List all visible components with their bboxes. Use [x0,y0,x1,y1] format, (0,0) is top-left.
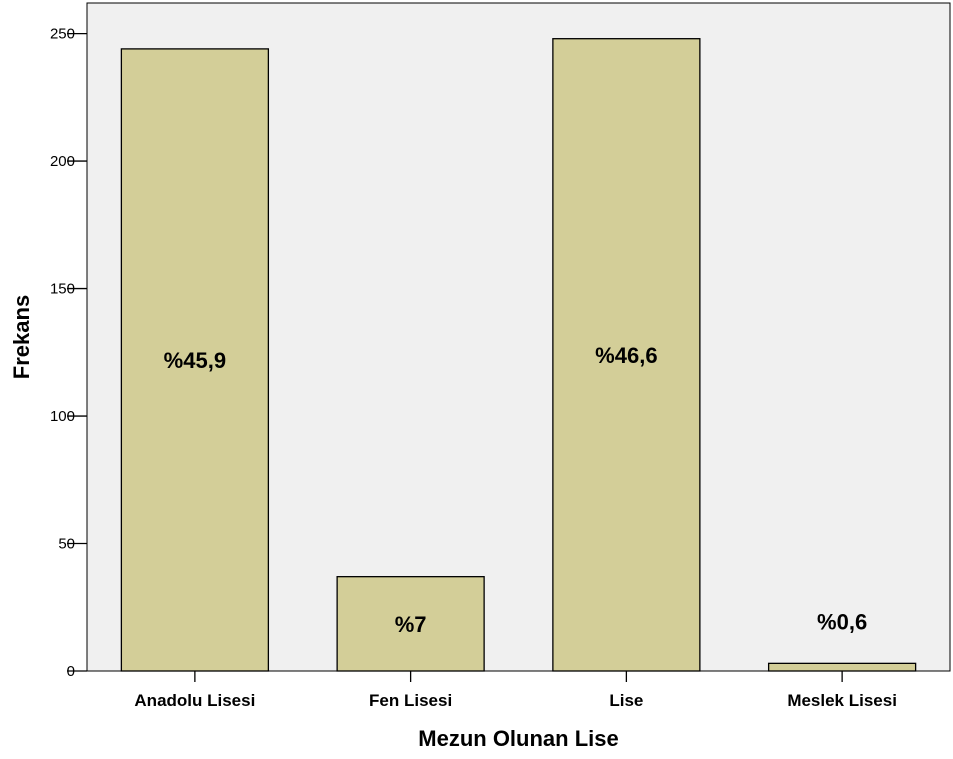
data-label: %46,6 [595,343,657,368]
bars-group [120,38,917,672]
y-tick-label: 200 [50,153,75,170]
bar-fen-lisesi [336,576,485,672]
bar-lise [552,38,701,672]
bar-anadolu-lisesi [120,48,270,672]
y-tick-label: 250 [50,26,75,43]
x-tick-label: Lise [609,691,643,710]
y-tick-label: 150 [50,281,75,298]
y-axis-title: Frekans [9,295,34,379]
data-label: %7 [395,612,427,637]
x-axis: Anadolu Lisesi Fen Lisesi Lise Meslek Lises… [134,671,897,710]
y-tick-label: 50 [58,536,75,553]
y-tick-label: 100 [50,408,75,425]
x-axis-title: Mezun Olunan Lise [418,726,618,751]
data-label: %0,6 [817,609,867,634]
bar-meslek-lisesi [767,662,917,672]
x-tick-label: Anadolu Lisesi [134,691,255,710]
x-tick-label: Meslek Lisesi [787,691,897,710]
x-tick-label: Fen Lisesi [369,691,452,710]
y-axis: 0 50 100 150 200 250 [50,26,87,680]
data-labels-group: %45,9 %7 %46,6 %0,6 [164,343,868,637]
y-tick-label: 0 [67,663,75,680]
data-label: %45,9 [164,348,226,373]
